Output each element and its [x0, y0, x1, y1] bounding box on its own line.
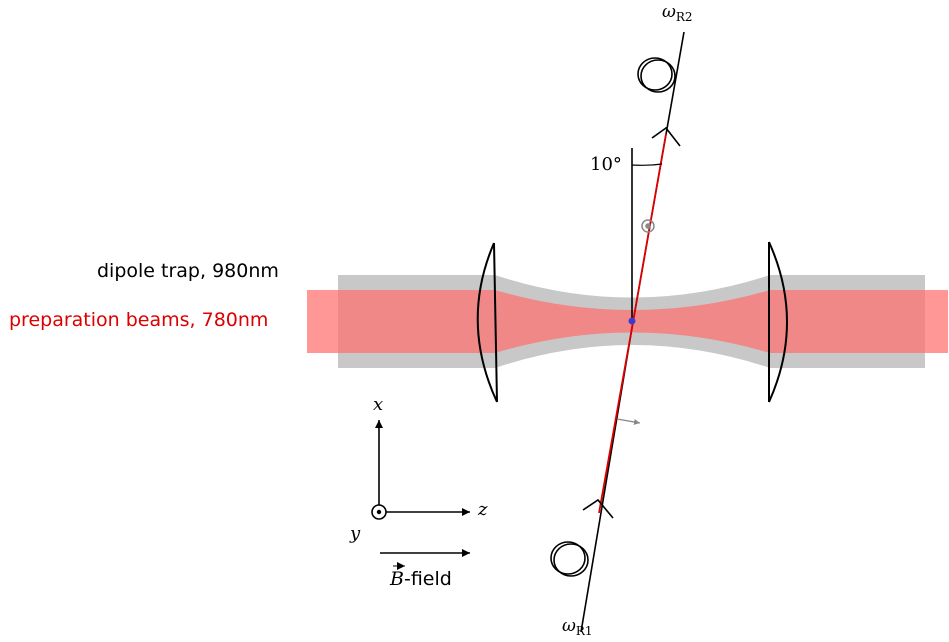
axis-z-label: z: [478, 499, 488, 520]
polarization-arrow: [616, 418, 641, 425]
preparation-beam: [307, 290, 948, 353]
polarization-marker: [641, 219, 655, 233]
omega-r2-symbol: ω: [662, 2, 676, 22]
y-axis-out-of-page-icon: [371, 504, 387, 520]
beam-direction-marker-upper: [651, 126, 681, 147]
fiber-coil-upper: [637, 57, 676, 93]
angle-arc: [631, 163, 663, 166]
b-symbol: B: [390, 568, 404, 590]
right-lens: [768, 241, 788, 403]
b-field-suffix: -field: [403, 568, 452, 590]
fiber-coil-lower: [550, 541, 589, 577]
omega-r2-subscript: R2: [675, 10, 693, 24]
axis-y-label: y: [350, 523, 361, 544]
preparation-beams-label: preparation beams, 780nm: [9, 309, 269, 331]
omega-r1-subscript: R1: [575, 624, 593, 638]
angle-label: 10°: [590, 154, 622, 175]
left-lens: [476, 242, 498, 403]
omega-r2-label: ωR2: [662, 2, 693, 24]
omega-r1-label: ωR1: [562, 616, 593, 638]
omega-r1-symbol: ω: [562, 616, 576, 636]
axis-x-label: x: [373, 394, 384, 415]
b-field-label: B-field: [390, 568, 452, 590]
atom: [628, 317, 636, 325]
beam-direction-marker-lower: [582, 498, 614, 519]
raman-beam-lower: [598, 321, 634, 514]
dipole-trap-label: dipole trap, 980nm: [97, 260, 279, 282]
